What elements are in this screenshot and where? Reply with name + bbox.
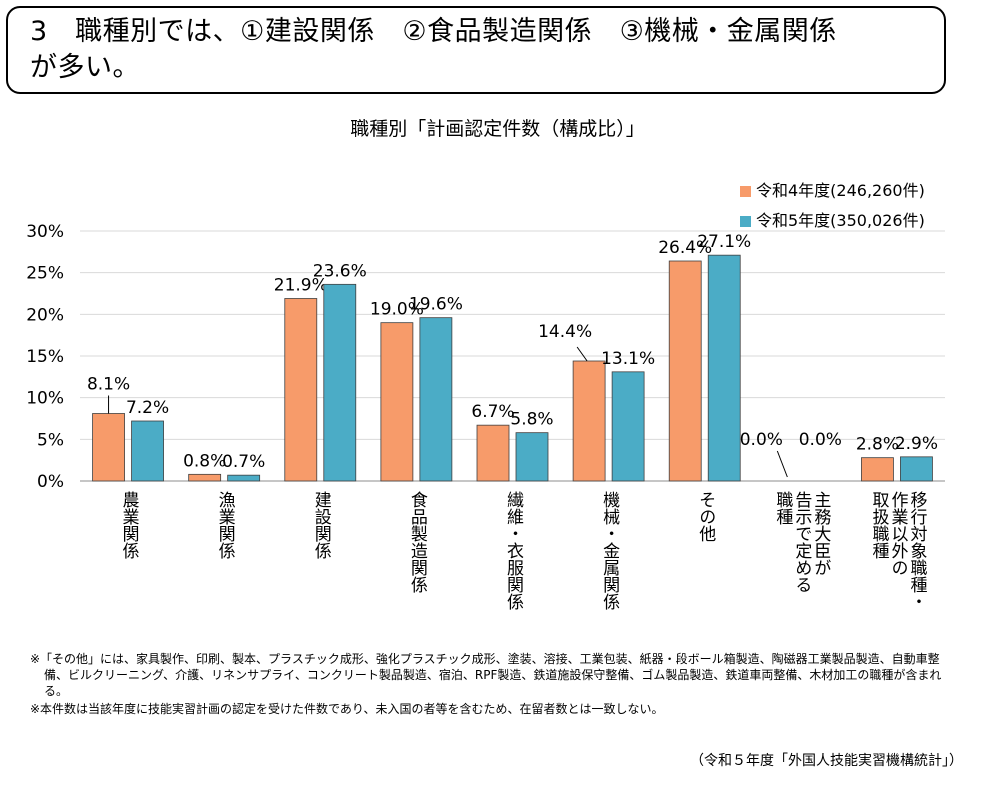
category-label: 機械・金属関係	[599, 491, 620, 610]
legend-label-r4: 令和4年度(246,260件)	[756, 181, 925, 200]
data-label: 6.7%	[471, 402, 514, 422]
bar	[515, 432, 549, 482]
leader-line	[776, 450, 788, 478]
data-label: 0.7%	[222, 452, 265, 472]
data-label: 0.0%	[799, 430, 842, 450]
data-label: 2.8%	[856, 435, 899, 455]
legend-label-r5: 令和5年度(350,026件)	[756, 211, 925, 230]
bar	[861, 457, 894, 482]
bar	[668, 260, 702, 482]
bar	[323, 283, 357, 482]
y-tick-label: 10%	[26, 389, 64, 409]
leader-line	[576, 346, 588, 362]
y-tick-label: 30%	[26, 222, 64, 242]
data-label: 2.9%	[895, 434, 938, 454]
legend-item-r4: 令和4年度(246,260件)	[740, 176, 925, 206]
headline-box: 3 職種別では、①建設関係 ②食品製造関係 ③機械・金属関係 が多い。	[6, 6, 946, 94]
data-label: 0.0%	[740, 430, 783, 450]
bar	[227, 474, 261, 482]
data-label: 26.4%	[658, 238, 712, 258]
y-tick-label: 5%	[37, 430, 64, 450]
y-tick-label: 15%	[26, 347, 64, 367]
legend-swatch-r5	[740, 215, 751, 227]
data-label: 5.8%	[510, 410, 553, 430]
footnote-other: ※「その他」には、家具製作、印刷、製本、プラスチック成形、強化プラスチック成形、…	[30, 652, 942, 698]
bar	[284, 298, 318, 482]
data-label: 13.1%	[601, 349, 655, 369]
category-label: その他	[695, 491, 716, 542]
y-tick-label: 25%	[26, 264, 64, 284]
data-label: 7.2%	[126, 398, 169, 418]
legend-swatch-r4	[740, 185, 751, 197]
category-label: 建設関係	[310, 491, 331, 559]
headline-line-1: 3 職種別では、①建設関係 ②食品製造関係 ③機械・金属関係	[30, 16, 837, 47]
data-label: 0.8%	[183, 451, 226, 471]
chart-legend: 令和4年度(246,260件) 令和5年度(350,026件)	[740, 176, 925, 236]
bar	[900, 456, 933, 482]
bar	[707, 254, 741, 482]
category-label: 主務大臣が 告示で定める 職種	[772, 491, 831, 593]
y-tick-label: 20%	[26, 305, 64, 325]
data-label: 21.9%	[274, 276, 328, 296]
category-label: 漁業関係	[214, 491, 235, 559]
bar	[476, 424, 510, 482]
category-label: 農業関係	[118, 491, 139, 559]
bar	[380, 322, 414, 482]
bar	[572, 360, 606, 482]
category-label: 食品製造関係	[406, 491, 427, 593]
category-label: 移行対象職種・ 作業以外の 取扱職種	[868, 491, 927, 610]
bar	[92, 413, 125, 482]
bar	[131, 420, 164, 482]
footnote-count: ※本件数は当該年度に技能実習計画の認定を受けた件数であり、未入国の者等を含むため…	[30, 702, 664, 716]
data-label: 14.4%	[538, 322, 592, 342]
source-citation: （令和５年度「外国人技能実習機構統計」）	[690, 753, 963, 769]
data-label: 23.6%	[313, 261, 367, 281]
chart-title: 職種別「計画認定件数（構成比）」	[350, 118, 645, 140]
data-label: 8.1%	[87, 375, 130, 395]
data-label: 19.0%	[370, 300, 424, 320]
bar	[611, 371, 645, 482]
bar	[419, 317, 453, 482]
category-label: 繊維・衣服関係	[503, 491, 523, 610]
footnotes: ※「その他」には、家具製作、印刷、製本、プラスチック成形、強化プラスチック成形、…	[30, 651, 960, 719]
bar	[188, 473, 222, 482]
data-label: 27.1%	[697, 232, 751, 252]
headline-line-2: が多い。	[30, 52, 140, 83]
data-label: 19.6%	[409, 295, 463, 315]
y-tick-label: 0%	[37, 472, 64, 492]
legend-item-r5: 令和5年度(350,026件)	[740, 206, 925, 236]
